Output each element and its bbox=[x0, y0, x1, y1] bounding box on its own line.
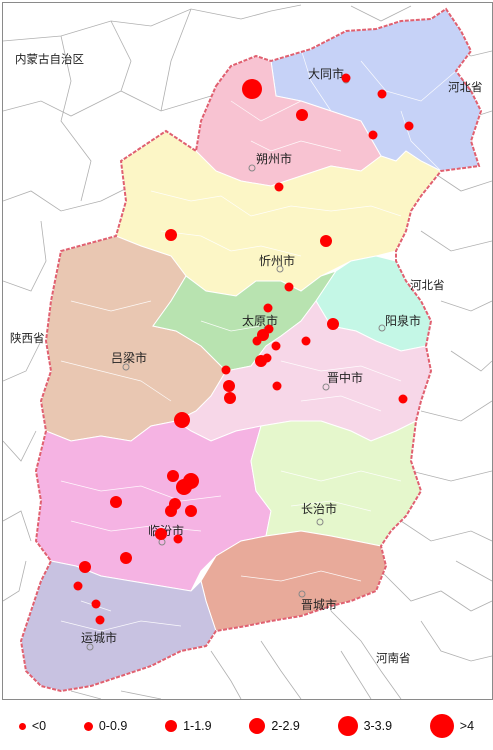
data-point-32 bbox=[110, 496, 122, 508]
legend-dot-icon bbox=[429, 714, 454, 738]
label-lvliang: 吕梁市 bbox=[111, 350, 147, 365]
data-points bbox=[73, 73, 414, 625]
data-point-24 bbox=[398, 394, 408, 404]
legend-item: 0-0.9 bbox=[83, 719, 128, 733]
data-point-25 bbox=[174, 412, 190, 428]
shanxi-map: 内蒙古自治区 河北省 河北省 陕西省 河南省 大同市 朔州市 忻州市 太原市 阳… bbox=[3, 4, 492, 699]
legend-dot-icon bbox=[249, 718, 266, 734]
data-point-11 bbox=[263, 303, 273, 313]
data-point-28 bbox=[176, 479, 192, 495]
data-point-36 bbox=[79, 561, 91, 573]
legend-dot-icon bbox=[18, 722, 26, 730]
county-boundaries bbox=[60, 48, 457, 632]
data-point-4 bbox=[377, 89, 387, 99]
label-shuozhou: 朔州市 bbox=[256, 151, 292, 166]
data-point-2 bbox=[296, 109, 308, 121]
legend-label: <0 bbox=[31, 719, 47, 733]
legend-item: 1-1.9 bbox=[165, 719, 212, 733]
data-point-15 bbox=[252, 336, 262, 346]
legend-label: >4 bbox=[459, 719, 475, 733]
legend-label: 2-2.9 bbox=[271, 719, 300, 733]
label-hebei-east: 河北省 bbox=[410, 278, 445, 292]
data-point-3 bbox=[341, 73, 351, 83]
outside-boundaries bbox=[3, 4, 492, 699]
data-point-21 bbox=[223, 380, 235, 392]
label-yangquan: 阳泉市 bbox=[385, 313, 421, 328]
label-henan: 河南省 bbox=[376, 651, 411, 665]
map-frame: 内蒙古自治区 河北省 河北省 陕西省 河南省 大同市 朔州市 忻州市 太原市 阳… bbox=[2, 2, 493, 700]
label-hebei-north: 河北省 bbox=[448, 80, 483, 94]
label-yuncheng: 运城市 bbox=[81, 630, 117, 645]
legend-item: 3-3.9 bbox=[337, 716, 393, 736]
data-point-31 bbox=[185, 505, 197, 517]
data-point-20 bbox=[221, 365, 231, 375]
data-point-16 bbox=[271, 341, 281, 351]
data-point-34 bbox=[173, 534, 183, 544]
label-jinzhong: 晋中市 bbox=[327, 370, 363, 385]
data-point-37 bbox=[73, 581, 83, 591]
data-point-38 bbox=[91, 599, 101, 609]
legend-item: 2-2.9 bbox=[249, 718, 300, 734]
data-point-19 bbox=[255, 355, 267, 367]
data-point-26 bbox=[167, 470, 179, 482]
legend-dot-icon bbox=[165, 720, 178, 732]
data-point-33 bbox=[155, 528, 167, 540]
data-point-10 bbox=[284, 282, 294, 292]
label-shaanxi: 陕西省 bbox=[10, 331, 45, 345]
data-point-17 bbox=[301, 336, 311, 346]
legend-label: 3-3.9 bbox=[363, 719, 393, 733]
label-jincheng: 晋城市 bbox=[301, 597, 337, 612]
data-point-8 bbox=[165, 229, 177, 241]
legend-label: 1-1.9 bbox=[183, 719, 212, 733]
data-point-22 bbox=[224, 392, 236, 404]
data-point-9 bbox=[320, 235, 332, 247]
data-point-35 bbox=[120, 552, 132, 564]
data-point-39 bbox=[95, 615, 105, 625]
region-changzhi bbox=[250, 420, 422, 547]
label-inner-mongolia: 内蒙古自治区 bbox=[15, 52, 84, 66]
legend: <0 0-0.9 1-1.9 2-2.9 3-3.9 >4 bbox=[0, 702, 493, 750]
data-point-7 bbox=[274, 182, 284, 192]
data-point-6 bbox=[368, 130, 378, 140]
label-datong: 大同市 bbox=[308, 66, 344, 81]
data-point-5 bbox=[404, 121, 414, 131]
legend-item: >4 bbox=[429, 714, 475, 738]
legend-item: <0 bbox=[18, 719, 47, 733]
data-point-1 bbox=[242, 79, 262, 99]
data-point-12 bbox=[327, 318, 339, 330]
data-point-30 bbox=[165, 505, 177, 517]
legend-dot-icon bbox=[83, 721, 93, 731]
legend-label: 0-0.9 bbox=[98, 719, 128, 733]
label-changzhi: 长治市 bbox=[301, 501, 337, 516]
city-regions bbox=[20, 8, 482, 692]
label-taiyuan: 太原市 bbox=[242, 313, 278, 328]
province-border bbox=[19, 7, 483, 693]
data-point-23 bbox=[272, 381, 282, 391]
label-xinzhou: 忻州市 bbox=[259, 253, 295, 268]
legend-dot-icon bbox=[337, 716, 358, 736]
